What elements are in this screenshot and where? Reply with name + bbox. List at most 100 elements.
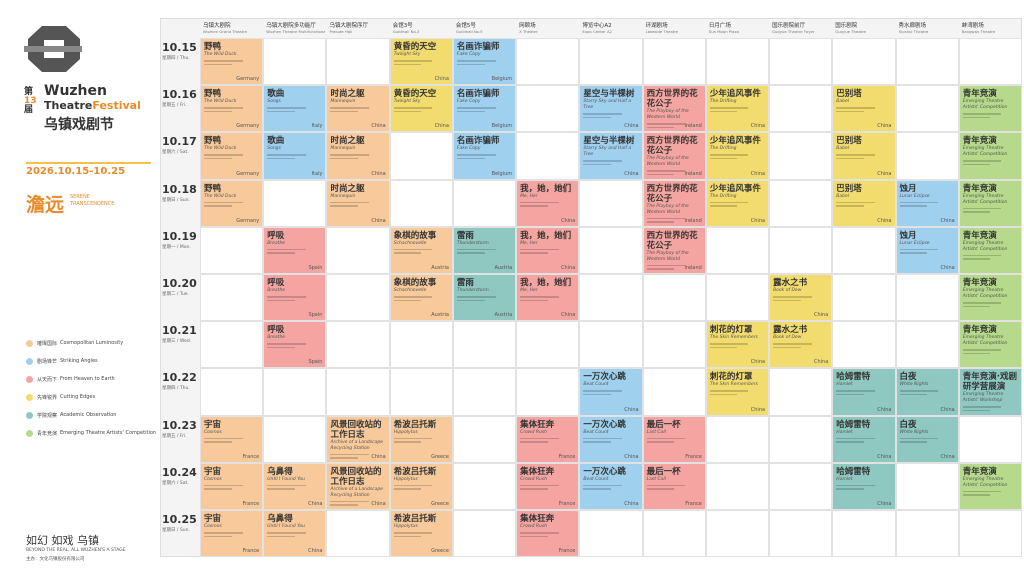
venue-header: 博览中心A2 Expo Center A2 [582, 21, 641, 34]
detail-line [646, 126, 675, 129]
organizer: 主办：文化乌镇股份有限公司 [26, 557, 85, 562]
venue-header: 乌镇大剧院序厅 Prelude Hall [329, 21, 388, 34]
event-country: Austria [494, 312, 513, 319]
event-country: Austria [431, 264, 449, 271]
event-title: 名画诈骗师 [456, 42, 500, 52]
event-title: 巴别塔 [836, 136, 862, 147]
event-block: 乌鼻得 Until I Found You China [264, 463, 326, 509]
detail-line [962, 352, 991, 355]
date: 10.23 [162, 418, 197, 432]
detail-line [330, 504, 359, 506]
empty-cell [895, 38, 959, 86]
empty-cell [389, 132, 453, 180]
detail-line [330, 457, 359, 459]
detail-line [204, 154, 243, 156]
event-country: China [877, 406, 892, 413]
event-block: 刺花的灯罩 The Skin Remembers China [706, 369, 769, 415]
event-title: 少年追风事件 [709, 136, 761, 147]
detail-line [267, 252, 295, 254]
event-english: Breathe [267, 335, 286, 341]
event-block: 希波吕托斯 Hippolytus Greece [390, 416, 452, 462]
detail-line [204, 488, 232, 490]
weekday: 星期日 / Sun. [162, 528, 190, 533]
venue-name: 日月广场 [708, 23, 731, 29]
weekday: 星期五 / Fri. [162, 433, 187, 439]
event-english: Emerging Theatre Artists' Competition [962, 476, 1008, 488]
event-country: France [558, 500, 576, 507]
event-english: Songs [267, 99, 281, 105]
event-block: 哈姆雷特 Hamlet China [833, 463, 895, 509]
event-block: 最后一杯 Last Call France [643, 463, 705, 509]
event-title: 野鸭 [204, 89, 222, 100]
event-title: 野鸭 [204, 136, 222, 147]
venue-english: Prelude Hall [329, 29, 353, 34]
event-country: Greece [431, 453, 449, 460]
event-english: Fake Copy [456, 146, 481, 152]
detail-line [962, 207, 1002, 210]
event-country: Germany [236, 217, 260, 224]
event-english: Crowd Rush [520, 524, 548, 529]
event-english: Thunderstorm [456, 288, 489, 293]
festival-dates: 2026.10.15-10.25 [26, 166, 126, 177]
legend-swatch [26, 394, 33, 401]
empty-cell [516, 85, 580, 133]
event-english: The Wild Duck [204, 146, 237, 152]
event-block: 青年竞演·戏剧研学营展演 Emerging Theatre Artists' Wo… [959, 369, 1021, 415]
detail-line [583, 437, 623, 440]
legend-label: 学院观察 [37, 413, 58, 419]
detail-line [836, 107, 875, 109]
event-country: China [624, 406, 639, 413]
event-title: 西方世界的花花公子 [646, 183, 698, 204]
venue-header: 会馆3号 Guildhall No.3 [393, 21, 452, 34]
detail-line [393, 248, 433, 251]
detail-line [836, 393, 864, 396]
event-block: 星空与半棵树 Starry Sky and Half a Tree China [580, 133, 642, 179]
detail-line [520, 205, 548, 207]
event-block: 宇宙 Cosmos France [201, 416, 263, 462]
event-block: 一万次心跳 Beat Count China [580, 369, 642, 415]
event-block: 巴别塔 Babel China [833, 180, 895, 226]
empty-cell [516, 368, 580, 416]
detail-line [646, 484, 686, 487]
empty-cell [516, 38, 580, 86]
venue-header: 国乐剧院 Guoyue Theatre [835, 21, 894, 34]
event-title: 我，她，她们 [520, 183, 572, 194]
detail-line [836, 157, 864, 160]
event-country: China [877, 217, 892, 224]
date: 10.15 [162, 41, 197, 54]
empty-cell [769, 415, 833, 463]
event-english: Book of Dew [773, 288, 802, 293]
event-country: China [371, 453, 386, 460]
event-country: China [750, 217, 766, 224]
event-english: Emerging Theatre Artists' Workshop [962, 392, 1004, 404]
event-english: The Drifting [709, 99, 737, 105]
empty-cell [958, 510, 1022, 558]
event-english: Beat Count [583, 429, 609, 435]
event-english: The Wild Duck [204, 99, 237, 105]
event-block: 集体狂奔 Crowd Rush France [517, 463, 579, 509]
event-block: 白夜 White Nights China [896, 369, 958, 415]
venue-english: X Theatre [519, 29, 538, 34]
detail-line [520, 299, 548, 301]
event-title: 时尚之躯 [330, 183, 365, 194]
name-en: Wuzhen [44, 83, 107, 99]
venue-name: 博览中心A2 [582, 23, 612, 29]
date: 10.18 [162, 182, 197, 196]
detail-line [773, 343, 812, 345]
divider [26, 162, 151, 164]
event-english: Thunderstorm [456, 240, 489, 246]
empty-cell [895, 462, 959, 510]
detail-line [456, 154, 496, 156]
theme-zh: 澹远 [26, 194, 65, 216]
event-title: 巴别塔 [836, 89, 862, 100]
venue-name: 乌镇大剧院序厅 [329, 23, 368, 29]
event-block: 青年竞演 Emerging Theatre Artists' Competitio… [959, 180, 1021, 226]
detail-line [583, 163, 611, 166]
event-english: Emerging Theatre Artists' Competition [962, 146, 1008, 158]
detail-line [267, 346, 295, 349]
event-block: 集体狂奔 Crowd Rush France [517, 416, 579, 462]
empty-cell [642, 368, 706, 416]
detail-line [962, 258, 991, 260]
event-block: 时尚之躯 Mannequin China [327, 180, 389, 226]
detail-line [456, 296, 496, 298]
